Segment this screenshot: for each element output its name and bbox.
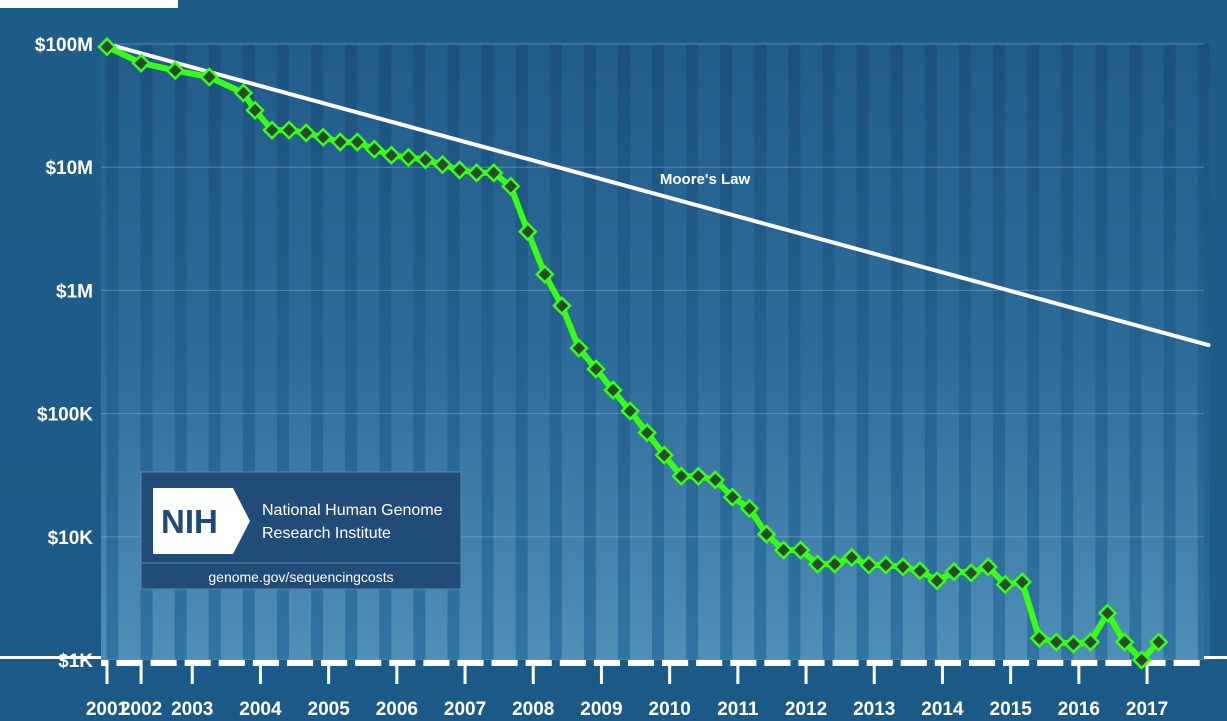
x-axis-strip-gap <box>1097 660 1105 668</box>
nih-url: genome.gov/sequencingcosts <box>208 569 393 585</box>
x-axis-strip-gap <box>1063 660 1071 668</box>
x-axis-strip-gap <box>313 660 321 668</box>
x-tick-label: 2014 <box>921 699 964 720</box>
x-axis-strip-gap <box>927 660 935 668</box>
x-axis-strip-gap <box>177 660 185 668</box>
moores-law-label: Moore's Law <box>660 171 751 188</box>
year-band <box>1061 44 1073 660</box>
nih-box: NIH National Human Genome Research Insti… <box>141 472 461 589</box>
year-band <box>1198 44 1210 660</box>
x-tick-label: 2002 <box>120 699 162 720</box>
nih-name-line1: National Human Genome <box>262 502 443 519</box>
year-band <box>925 44 937 660</box>
year-band <box>720 44 732 660</box>
nih-name-line2: Research Institute <box>262 525 391 542</box>
x-tick-label: 2017 <box>1126 699 1168 720</box>
x-axis-strip-gap <box>586 660 594 668</box>
year-band <box>788 44 800 660</box>
x-axis-strip-gap <box>211 660 219 668</box>
x-tick-label: 2009 <box>580 699 622 720</box>
x-axis-strip-gap <box>722 660 730 668</box>
x-tick-label: 2003 <box>171 699 213 720</box>
nih-logo-text: NIH <box>161 503 218 540</box>
year-band <box>550 44 562 660</box>
x-axis-strip-gap <box>245 660 253 668</box>
year-band <box>516 44 528 660</box>
x-axis-strip-gap <box>484 660 492 668</box>
x-axis-strip-gap <box>518 660 526 668</box>
x-axis-strip-gap <box>1166 660 1174 668</box>
x-axis-strip-gap <box>143 660 151 668</box>
x-axis-strip-gap <box>449 660 457 668</box>
y-tick-label: $100M <box>35 35 93 56</box>
year-band <box>106 44 118 660</box>
y-tick-label: $1K <box>58 651 93 672</box>
year-band <box>1027 44 1039 660</box>
year-band <box>1164 44 1176 660</box>
x-tick-label: 2012 <box>785 699 827 720</box>
x-axis-strip-gap <box>961 660 969 668</box>
year-band <box>482 44 494 660</box>
x-tick-label: 2008 <box>512 699 554 720</box>
x-tick-label: 2007 <box>444 699 486 720</box>
x-axis-strip-gap <box>825 660 833 668</box>
x-axis-strip-gap <box>415 660 423 668</box>
y-tick-label: $10M <box>45 158 93 179</box>
year-band <box>1095 44 1107 660</box>
y-tick-label: $1M <box>56 281 93 302</box>
x-axis-strip-gap <box>1200 660 1208 668</box>
x-tick-label: 2004 <box>239 699 282 720</box>
year-band <box>754 44 766 660</box>
x-axis-strip-gap <box>995 660 1003 668</box>
x-tick-label: 2015 <box>990 699 1033 720</box>
x-axis-strip-gap <box>654 660 662 668</box>
x-axis-strip-gap <box>381 660 389 668</box>
x-axis-strip-gap <box>108 660 116 668</box>
x-axis-strip-gap <box>552 660 560 668</box>
year-band <box>686 44 698 660</box>
x-tick-label: 2013 <box>853 699 895 720</box>
x-axis-strip-gap <box>1029 660 1037 668</box>
y-tick-label: $100K <box>37 405 93 426</box>
x-axis-strip-gap <box>620 660 628 668</box>
x-axis-strip-gap <box>790 660 798 668</box>
x-tick-label: 2016 <box>1058 699 1100 720</box>
right-axis-stub <box>1204 656 1227 659</box>
y-tick-label: $10K <box>48 528 94 549</box>
x-axis-strip-gap <box>347 660 355 668</box>
year-band <box>618 44 630 660</box>
x-tick-label: 2010 <box>649 699 691 720</box>
x-axis-strip-gap <box>756 660 764 668</box>
x-axis-strip-gap <box>893 660 901 668</box>
x-axis-strip-gap <box>859 660 867 668</box>
year-band <box>652 44 664 660</box>
x-tick-label: 2011 <box>717 699 759 720</box>
x-axis-strip-base <box>101 660 1204 666</box>
x-tick-label: 2005 <box>308 699 351 720</box>
x-tick-label: 2006 <box>376 699 418 720</box>
year-band <box>1129 44 1141 660</box>
top-left-corner-mark <box>0 0 178 8</box>
x-axis-strip-gap <box>688 660 696 668</box>
x-axis-strip-gap <box>279 660 287 668</box>
